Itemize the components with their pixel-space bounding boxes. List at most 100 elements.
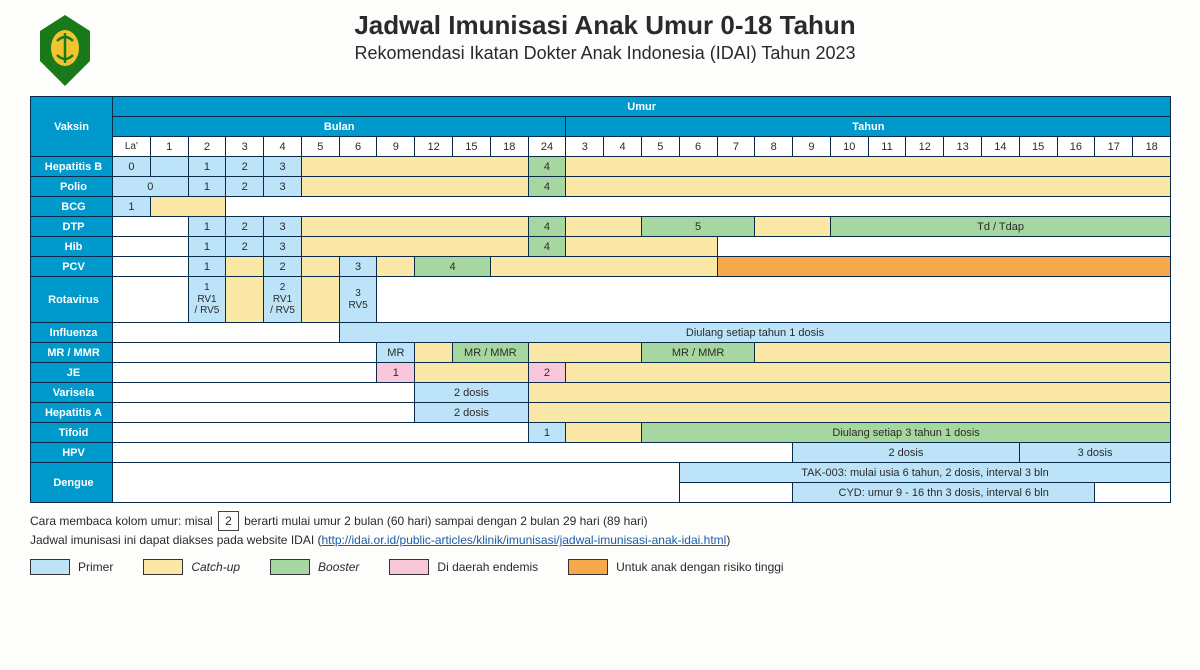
schedule-cell: 2 [226, 157, 264, 177]
schedule-cell [113, 323, 340, 343]
age-col-year: 18 [1133, 137, 1171, 157]
schedule-cell [113, 237, 189, 257]
age-col-year: 17 [1095, 137, 1133, 157]
age-col-month: 2 [188, 137, 226, 157]
note-box-number: 2 [218, 511, 239, 531]
schedule-cell: Diulang setiap tahun 1 dosis [339, 323, 1171, 343]
schedule-cell [113, 443, 793, 463]
legend-item: Booster [270, 559, 359, 575]
vaccine-name: HPV [31, 443, 113, 463]
schedule-cell [113, 383, 415, 403]
schedule-cell: 4 [528, 237, 566, 257]
age-col-year: 6 [679, 137, 717, 157]
age-col-year: 12 [906, 137, 944, 157]
idai-website-link[interactable]: http://idai.or.id/public-articles/klinik… [321, 533, 726, 547]
vaccine-name: Polio [31, 177, 113, 197]
schedule-cell [528, 343, 641, 363]
footnotes: Cara membaca kolom umur: misal 2 berarti… [30, 511, 1170, 549]
schedule-cell [566, 177, 1171, 197]
schedule-cell: 1 [113, 197, 151, 217]
idai-logo [30, 10, 100, 90]
age-col-year: 8 [755, 137, 793, 157]
vaccine-name: Influenza [31, 323, 113, 343]
schedule-cell [755, 343, 1171, 363]
schedule-cell: 1RV1/ RV5 [188, 277, 226, 323]
age-col-year: 13 [944, 137, 982, 157]
schedule-cell: 2RV1/ RV5 [264, 277, 302, 323]
schedule-cell: 4 [528, 177, 566, 197]
age-col-year: 10 [830, 137, 868, 157]
schedule-cell: 2 dosis [793, 443, 1020, 463]
schedule-cell [679, 483, 792, 503]
vaccine-name: Rotavirus [31, 277, 113, 323]
age-col-year: 3 [566, 137, 604, 157]
schedule-cell [755, 217, 831, 237]
schedule-cell [566, 157, 1171, 177]
vaccine-name: MR / MMR [31, 343, 113, 363]
legend-swatch [389, 559, 429, 575]
schedule-cell [377, 257, 415, 277]
schedule-cell: MR [377, 343, 415, 363]
legend-item: Di daerah endemis [389, 559, 538, 575]
schedule-cell [113, 257, 189, 277]
schedule-cell: 1 [377, 363, 415, 383]
vaccine-name: Dengue [31, 463, 113, 503]
note-text: ) [726, 533, 730, 547]
schedule-cell: 0 [113, 157, 151, 177]
vaccine-name: PCV [31, 257, 113, 277]
schedule-cell [113, 343, 377, 363]
note-text: Cara membaca kolom umur: misal [30, 514, 213, 528]
legend-swatch [568, 559, 608, 575]
vaccine-name: Hepatitis B [31, 157, 113, 177]
legend-label: Primer [78, 560, 113, 574]
schedule-cell [226, 197, 1171, 217]
schedule-cell [301, 237, 528, 257]
schedule-cell: 1 [188, 157, 226, 177]
legend-swatch [143, 559, 183, 575]
schedule-cell: 3 [264, 217, 302, 237]
col-header-vaksin: Vaksin [31, 97, 113, 157]
schedule-cell: 4 [528, 157, 566, 177]
schedule-cell [113, 403, 415, 423]
immunization-schedule-table: VaksinUmurBulanTahunLa'12345691215182434… [30, 96, 1171, 503]
schedule-cell [301, 177, 528, 197]
age-col-month: 9 [377, 137, 415, 157]
vaccine-name: Varisela [31, 383, 113, 403]
vaccine-name: BCG [31, 197, 113, 217]
schedule-cell: MR / MMR [453, 343, 529, 363]
legend-item: Primer [30, 559, 113, 575]
schedule-cell: 3 [264, 237, 302, 257]
age-col-month: 12 [415, 137, 453, 157]
legend-swatch [270, 559, 310, 575]
age-col-month: La' [113, 137, 151, 157]
note-text: berarti mulai umur 2 bulan (60 hari) sam… [244, 514, 648, 528]
schedule-cell [113, 277, 189, 323]
schedule-cell [528, 403, 1171, 423]
age-col-year: 7 [717, 137, 755, 157]
schedule-cell [301, 157, 528, 177]
schedule-cell [717, 257, 1171, 277]
vaccine-name: Hepatitis A [31, 403, 113, 423]
age-col-month: 3 [226, 137, 264, 157]
legend-label: Booster [318, 560, 359, 574]
col-header-tahun: Tahun [566, 117, 1171, 137]
legend-label: Di daerah endemis [437, 560, 538, 574]
age-col-month: 6 [339, 137, 377, 157]
schedule-cell: 2 [226, 177, 264, 197]
schedule-cell [566, 217, 642, 237]
schedule-cell [301, 217, 528, 237]
age-col-year: 4 [604, 137, 642, 157]
schedule-cell: 3 [264, 177, 302, 197]
age-col-year: 9 [793, 137, 831, 157]
schedule-cell: TAK-003: mulai usia 6 tahun, 2 dosis, in… [679, 463, 1171, 483]
schedule-cell: 1 [188, 177, 226, 197]
schedule-cell [150, 157, 188, 177]
age-col-year: 11 [868, 137, 906, 157]
age-col-month: 15 [453, 137, 491, 157]
schedule-cell [566, 237, 717, 257]
schedule-cell: 3RV5 [339, 277, 377, 323]
schedule-cell: 3 [264, 157, 302, 177]
page-title: Jadwal Imunisasi Anak Umur 0-18 Tahun [120, 10, 1090, 41]
vaccine-name: Tifoid [31, 423, 113, 443]
title-block: Jadwal Imunisasi Anak Umur 0-18 Tahun Re… [120, 10, 1090, 64]
